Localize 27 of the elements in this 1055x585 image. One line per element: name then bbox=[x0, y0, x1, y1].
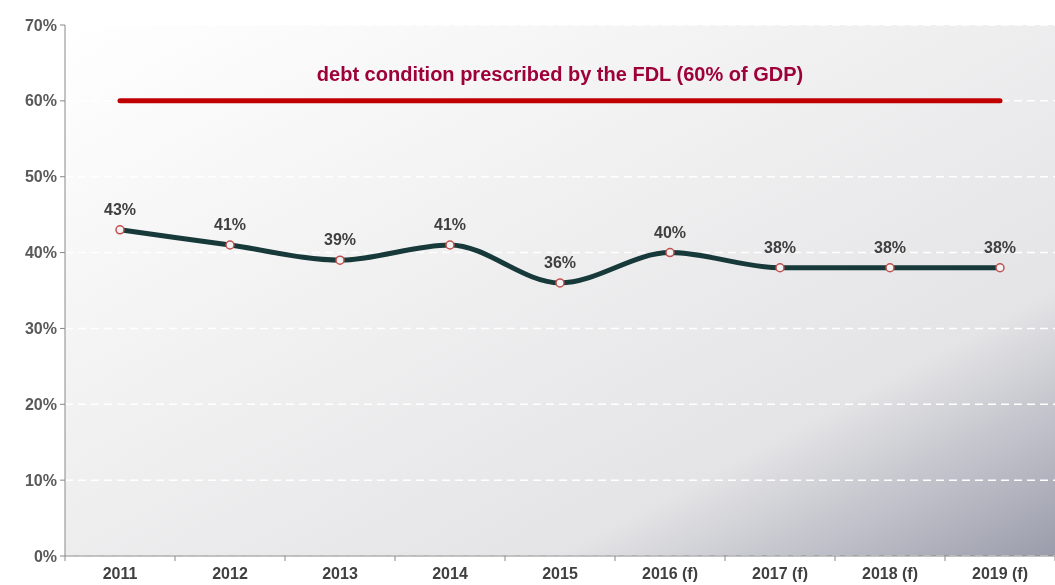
x-tick-label: 2011 bbox=[102, 565, 138, 582]
data-label: 40% bbox=[653, 223, 687, 241]
x-tick-label: 2012 bbox=[212, 565, 248, 582]
data-label: 43% bbox=[103, 200, 137, 218]
x-tick-label: 2013 bbox=[322, 565, 358, 582]
x-tick-label: 2017 (f) bbox=[751, 565, 809, 582]
x-tick-label: 2019 (f) bbox=[971, 565, 1029, 582]
data-label: 41% bbox=[213, 215, 247, 233]
data-label: 38% bbox=[873, 238, 907, 256]
y-tick-label: 0% bbox=[33, 547, 57, 565]
x-tick-label: 2016 (f) bbox=[641, 565, 699, 582]
ref-line-label: debt condition prescribed by the FDL (60% of GDP) bbox=[316, 62, 804, 85]
y-tick-label: 20% bbox=[24, 395, 57, 413]
data-label: 39% bbox=[323, 231, 357, 249]
x-tick-label: 2018 (f) bbox=[861, 565, 919, 582]
data-label: 38% bbox=[763, 238, 797, 256]
y-tick-label: 30% bbox=[24, 320, 57, 338]
x-tick-label: 2015 bbox=[542, 565, 578, 582]
y-tick-label: 60% bbox=[24, 92, 57, 110]
y-tick-label: 40% bbox=[24, 244, 57, 262]
y-tick-label: 50% bbox=[24, 168, 57, 186]
y-tick-label: 10% bbox=[24, 471, 57, 489]
data-label: 41% bbox=[433, 215, 467, 233]
x-tick-label: 2014 bbox=[432, 565, 468, 582]
y-tick-label: 70% bbox=[24, 16, 57, 34]
data-label: 36% bbox=[543, 253, 577, 271]
data-label: 38% bbox=[983, 238, 1017, 256]
